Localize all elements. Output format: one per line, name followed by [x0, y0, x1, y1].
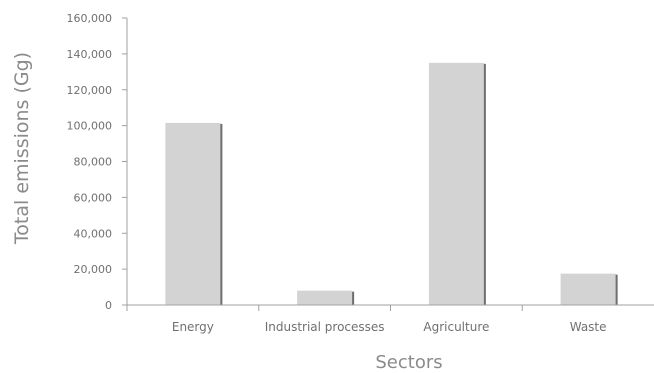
x-tick-label: Energy — [172, 320, 214, 334]
bar — [297, 290, 355, 305]
y-tick-label: 160,000 — [67, 12, 113, 25]
bar — [165, 122, 223, 305]
y-tick-label: 60,000 — [74, 191, 113, 204]
y-axis-title: Total emissions (Gg) — [11, 52, 33, 245]
y-axis-ticks: 0 20,000 40,000 60,000 80,000 100,000 120,000 1… — [67, 12, 127, 312]
bars — [165, 62, 618, 305]
y-tick-label: 40,000 — [74, 227, 113, 240]
x-axis-title: Sectors — [375, 352, 442, 373]
y-tick-label: 140,000 — [67, 48, 113, 61]
x-axis-ticks: Energy Industrial processes Agriculture Was… — [126, 305, 607, 334]
y-tick-label: 20,000 — [74, 263, 113, 276]
y-tick-label: 0 — [105, 299, 112, 312]
bar — [560, 273, 618, 305]
x-tick-label: Industrial processes — [265, 320, 385, 334]
y-tick-label: 100,000 — [67, 120, 113, 133]
bar — [428, 62, 486, 305]
x-tick-label: Waste — [570, 320, 607, 334]
y-tick-label: 80,000 — [74, 156, 113, 169]
x-tick-label: Agriculture — [423, 320, 489, 334]
y-tick-label: 120,000 — [67, 84, 113, 97]
